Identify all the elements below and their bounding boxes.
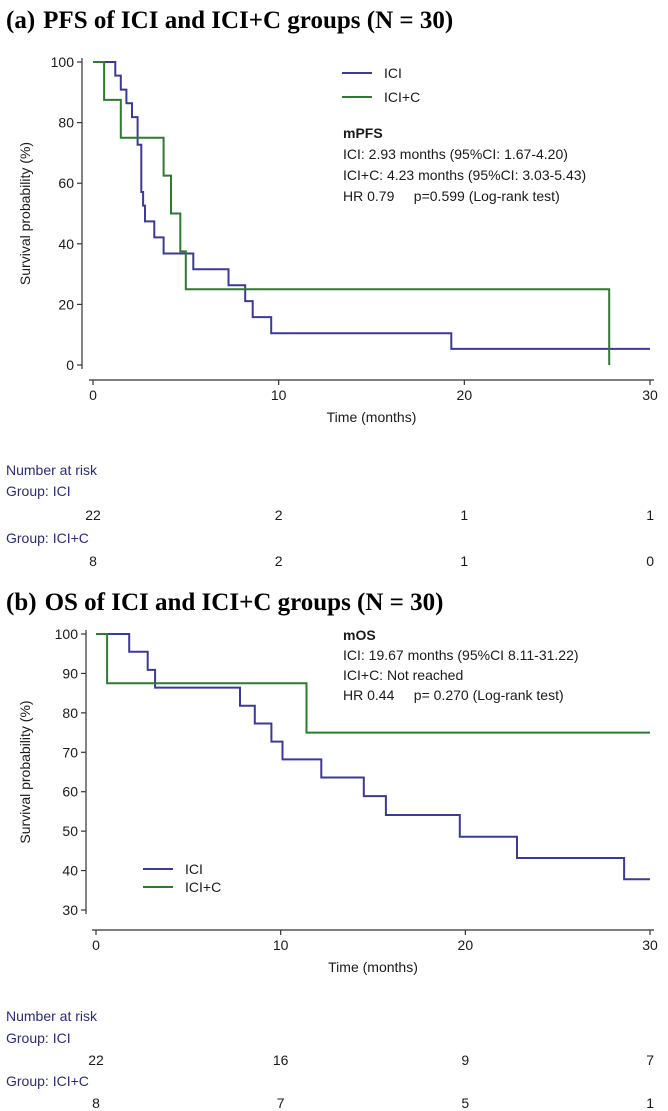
x-tick-label: 10 (271, 387, 287, 403)
x-tick-label: 0 (89, 387, 97, 403)
y-tick-label: 90 (62, 665, 78, 681)
risk-table-heading: Number at risk (6, 1008, 98, 1024)
series-line-ici-plus-c (96, 633, 650, 734)
annotation-line: ICI: 2.93 months (95%CI: 1.67-4.20) (343, 146, 568, 162)
risk-count: 22 (85, 507, 101, 523)
series-line-ici-plus-c (93, 61, 611, 365)
y-tick-label: 80 (58, 115, 74, 131)
risk-count: 8 (89, 553, 97, 569)
risk-count: 9 (461, 1052, 469, 1068)
annotation-line: ICI: 19.67 months (95%CI 8.11-31.22) (343, 647, 579, 663)
risk-count: 0 (646, 553, 654, 569)
risk-count: 2 (275, 507, 283, 523)
y-tick-label: 60 (58, 175, 74, 191)
legend-label: ICI+C (384, 89, 420, 105)
risk-count: 1 (460, 553, 468, 569)
risk-group-label: Group: ICI (6, 483, 71, 499)
x-tick-label: 0 (92, 937, 100, 953)
x-axis-label: Time (months) (328, 959, 418, 975)
risk-count: 7 (277, 1095, 285, 1111)
risk-group-label: Group: ICI (6, 1030, 71, 1046)
y-tick-label: 20 (58, 296, 74, 312)
annotation-heading: mPFS (343, 125, 383, 141)
risk-count: 1 (646, 507, 654, 523)
series-line-ici (96, 633, 650, 881)
legend-label: ICI (185, 861, 203, 877)
panel-a-title: (a) PFS of ICI and ICI+C groups (N = 30) (6, 7, 453, 34)
risk-count: 8 (92, 1095, 100, 1111)
risk-count: 16 (273, 1052, 289, 1068)
risk-count: 1 (646, 1095, 654, 1111)
y-tick-label: 30 (62, 902, 78, 918)
x-tick-label: 30 (642, 937, 658, 953)
legend-label: ICI (384, 65, 402, 81)
legend-label: ICI+C (185, 879, 221, 895)
x-tick-label: 10 (273, 937, 289, 953)
y-axis-label: Survival probability (%) (17, 142, 33, 285)
risk-group-label: Group: ICI+C (6, 530, 89, 546)
annotation-line: HR 0.79 p=0.599 (Log-rank test) (343, 188, 560, 204)
risk-group-label: Group: ICI+C (6, 1073, 89, 1089)
series-line-ici (93, 61, 650, 350)
risk-count: 5 (461, 1095, 469, 1111)
x-axis-label: Time (months) (327, 409, 417, 425)
risk-count: 2 (275, 553, 283, 569)
annotation-heading: mOS (343, 627, 376, 643)
x-tick-label: 20 (458, 937, 474, 953)
y-tick-label: 50 (62, 823, 78, 839)
risk-count: 7 (646, 1052, 654, 1068)
x-tick-label: 30 (642, 387, 658, 403)
risk-count: 22 (88, 1052, 104, 1068)
y-tick-label: 100 (55, 626, 79, 642)
panel-b-title: (b) OS of ICI and ICI+C groups (N = 30) (6, 589, 444, 616)
panel-a-pfs-chart: (a) PFS of ICI and ICI+C groups (N = 30) … (6, 7, 658, 569)
y-tick-label: 80 (62, 705, 78, 721)
annotation-line: ICI+C: 4.23 months (95%CI: 3.03-5.43) (343, 167, 586, 183)
y-axis-label: Survival probability (%) (17, 700, 33, 843)
y-tick-label: 60 (62, 784, 78, 800)
y-tick-label: 0 (66, 357, 74, 373)
panel-b-os-chart: (b) OS of ICI and ICI+C groups (N = 30) 3… (6, 589, 658, 1111)
annotation-line: ICI+C: Not reached (343, 667, 463, 683)
y-tick-label: 40 (58, 236, 74, 252)
y-tick-label: 40 (62, 863, 78, 879)
annotation-line: HR 0.44 p= 0.270 (Log-rank test) (343, 687, 564, 703)
x-tick-label: 20 (457, 387, 473, 403)
y-tick-label: 100 (51, 54, 75, 70)
risk-table-heading: Number at risk (6, 462, 98, 478)
risk-count: 1 (460, 507, 468, 523)
y-tick-label: 70 (62, 744, 78, 760)
